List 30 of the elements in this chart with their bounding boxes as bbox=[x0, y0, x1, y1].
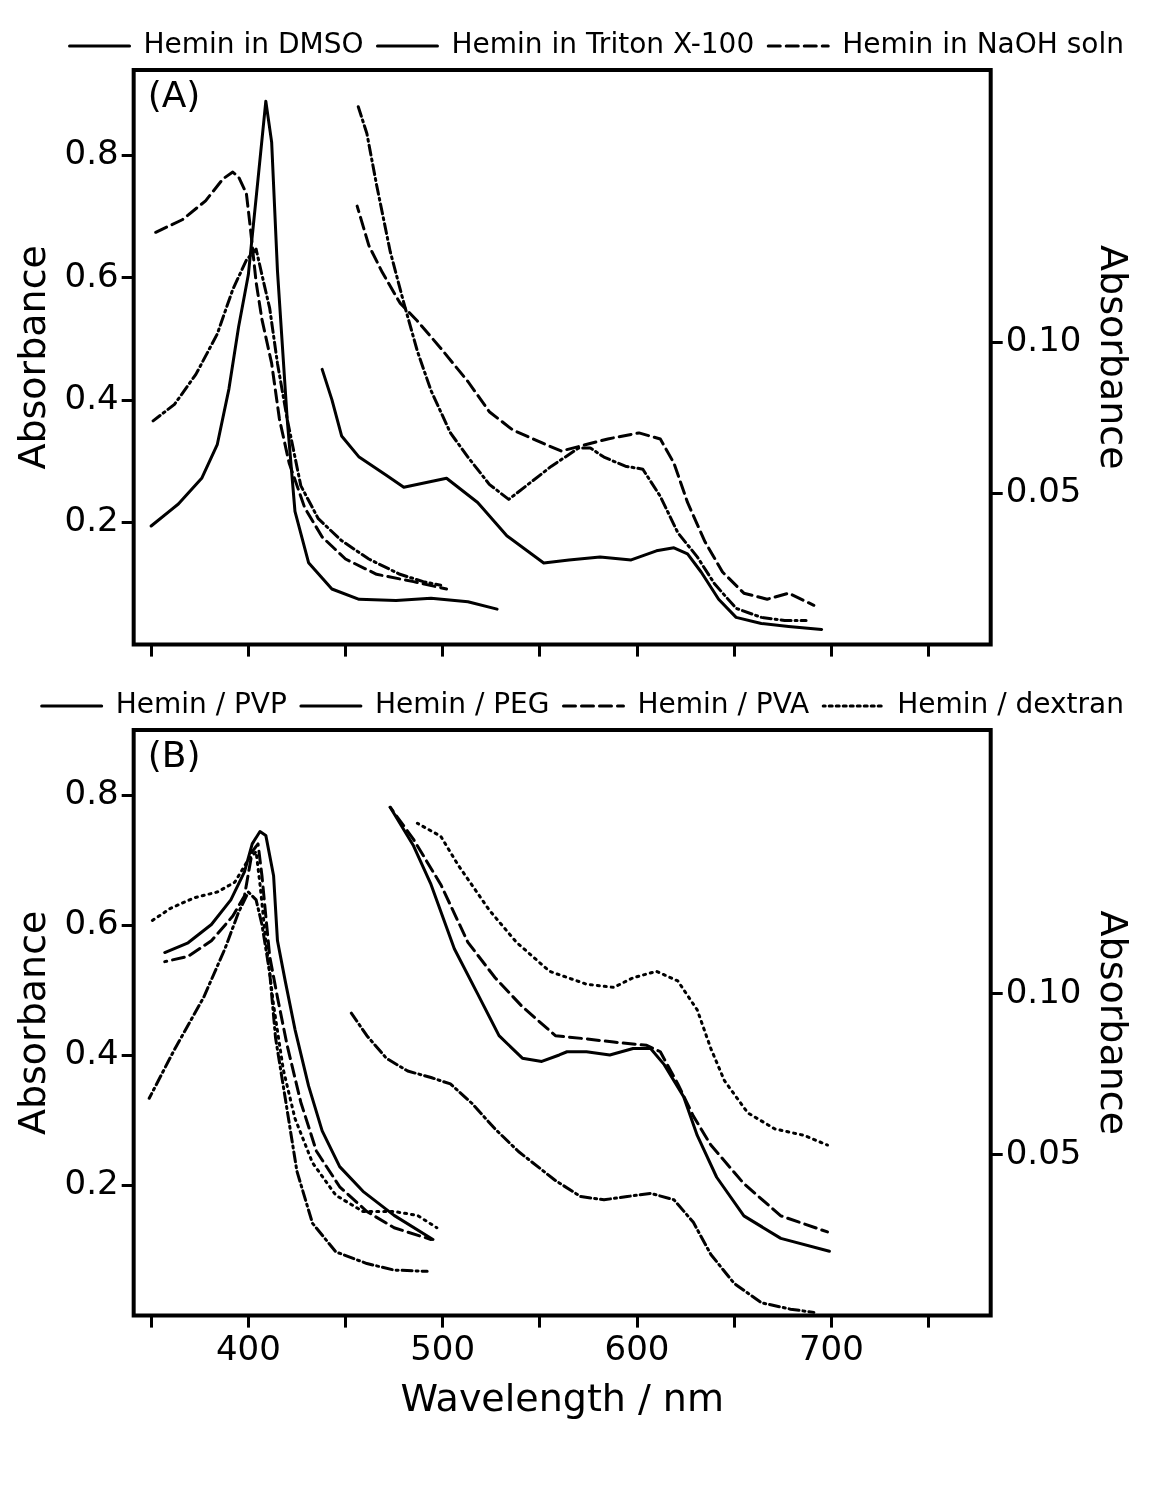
y2-tick-label: 0.10 bbox=[1005, 970, 1082, 1011]
y2-axis-title: Absorbance bbox=[1092, 910, 1137, 1136]
x-tick-label: 500 bbox=[410, 1327, 476, 1368]
y2-axis-title: Absorbance bbox=[1092, 245, 1137, 470]
y-tick-label: 0.8 bbox=[64, 771, 119, 812]
x-tick-label: 600 bbox=[604, 1327, 670, 1368]
y-tick-label: 0.8 bbox=[64, 132, 119, 173]
x-axis-title: Wavelength / nm bbox=[400, 1376, 724, 1421]
legend-label: Hemin in NaOH soln bbox=[842, 27, 1124, 61]
y-axis-title: Absorbance bbox=[9, 245, 54, 470]
y-axis-title: Absorbance bbox=[9, 910, 54, 1136]
legend-label: Hemin in DMSO bbox=[143, 27, 364, 61]
y-tick-label: 0.2 bbox=[64, 499, 119, 540]
annotation: (A) bbox=[147, 74, 201, 116]
x-tick-label: 400 bbox=[215, 1327, 281, 1368]
y-tick-label: 0.6 bbox=[64, 902, 119, 943]
legend-label: Hemin / PVA bbox=[637, 687, 810, 721]
y2-tick-label: 0.10 bbox=[1005, 319, 1082, 360]
x-tick-label: 700 bbox=[798, 1327, 864, 1368]
y-tick-label: 0.4 bbox=[64, 376, 119, 417]
legend-label: Hemin / PEG bbox=[374, 687, 550, 721]
y2-tick-label: 0.05 bbox=[1005, 470, 1082, 511]
y-tick-label: 0.6 bbox=[64, 254, 119, 295]
legend-label: Hemin in Triton X-100 bbox=[451, 27, 755, 61]
annotation: (B) bbox=[147, 734, 201, 776]
y-tick-label: 0.4 bbox=[64, 1032, 119, 1073]
legend-label: Hemin / PVP bbox=[115, 687, 287, 721]
y-tick-label: 0.2 bbox=[64, 1162, 119, 1203]
legend-label: Hemin / dextran bbox=[897, 687, 1125, 721]
y2-tick-label: 0.05 bbox=[1005, 1131, 1082, 1172]
